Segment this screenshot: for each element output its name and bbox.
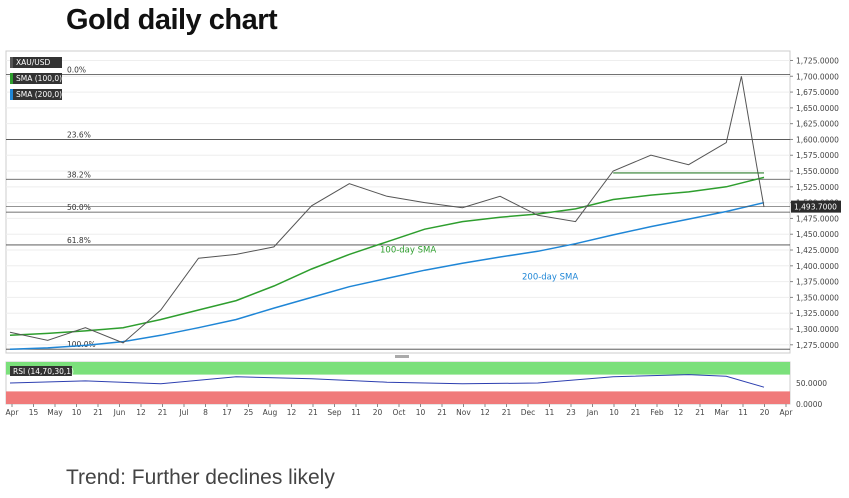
fib-label: 50.0%: [67, 203, 91, 212]
x-tick-label: 21: [308, 408, 318, 417]
annotations: 100-day SMA 200-day SMA: [380, 246, 578, 283]
y-tick-label: 1,725.0000: [796, 56, 839, 65]
y-tick-label: 1,450.0000: [796, 230, 839, 239]
x-tick-label: 21: [93, 408, 103, 417]
x-tick-label: 11: [738, 408, 748, 417]
y-tick-label: 1,550.0000: [796, 167, 839, 176]
legend-swatch: [10, 89, 13, 100]
x-tick-label: 21: [631, 408, 641, 417]
legend-badge: [10, 73, 62, 84]
x-tick-label: Jun: [113, 408, 126, 417]
x-tick-label: Jan: [586, 408, 599, 417]
x-tick-label: 8: [203, 408, 208, 417]
legend-swatch: [10, 57, 13, 68]
series: [9, 76, 765, 350]
x-tick-label: 11: [351, 408, 361, 417]
y-tick-label: 1,400.0000: [796, 262, 839, 271]
panel-splitter-handle[interactable]: [395, 355, 409, 358]
rsi-tick-label: 0.0000: [796, 400, 822, 409]
x-tick-label: 21: [695, 408, 705, 417]
y-tick-label: 1,675.0000: [796, 88, 839, 97]
x-tick-label: 20: [760, 408, 770, 417]
fib-label: 100.0%: [67, 340, 96, 349]
x-tick-label: Nov: [456, 408, 471, 417]
x-tick-label: 11: [545, 408, 555, 417]
y-tick-label: 1,425.0000: [796, 246, 839, 255]
x-tick-label: 12: [136, 408, 146, 417]
x-tick-label: 12: [287, 408, 297, 417]
x-tick-label: Apr: [6, 408, 20, 417]
y-tick-label: 1,325.0000: [796, 309, 839, 318]
y-tick-label: 1,600.0000: [796, 135, 839, 144]
fib-label: 0.0%: [67, 65, 86, 74]
x-tick-label: 20: [373, 408, 383, 417]
x-tick-label: 21: [437, 408, 447, 417]
legend-swatch: [10, 73, 13, 84]
trend-caption: Trend: Further declines likely: [66, 466, 335, 489]
x-tick-label: 10: [416, 408, 426, 417]
x-tick-label: Oct: [393, 408, 406, 417]
x-tick-label: Dec: [521, 408, 536, 417]
x-tick-label: Mar: [714, 408, 729, 417]
series-line: [9, 176, 765, 337]
x-tick-label: 10: [72, 408, 82, 417]
x-tick-label: 21: [502, 408, 512, 417]
x-tick-label: Sep: [327, 408, 341, 417]
rsi-line: [9, 374, 765, 388]
y-tick-label: 1,300.0000: [796, 325, 839, 334]
fib-label: 38.2%: [67, 170, 91, 179]
x-tick-label: 23: [566, 408, 576, 417]
series-line: [9, 201, 765, 350]
y-tick-label: 1,375.0000: [796, 278, 839, 287]
series-line: [9, 76, 765, 344]
legend-label: SMA (100,0): [16, 74, 62, 83]
fib-label: 23.6%: [67, 130, 91, 139]
x-tick-label: 15: [29, 408, 39, 417]
rsi-indicator: 50.0000 0.0000 RSI (14,70,30,1): [6, 362, 827, 409]
legend: XAU/USD SMA (100,0) SMA (200,0): [10, 57, 62, 100]
y-tick-label: 1,575.0000: [796, 151, 839, 160]
fib-label: 61.8%: [67, 236, 91, 245]
x-tick-label: 21: [158, 408, 168, 417]
y-tick-label: 1,625.0000: [796, 120, 839, 129]
x-tick-label: 12: [480, 408, 490, 417]
last-price-label: 1,493.7000: [794, 203, 837, 212]
legend-label: XAU/USD: [16, 58, 51, 67]
rsi-oversold-zone: [6, 391, 790, 404]
gold-daily-chart: 0.0% 23.6% 38.2% 50.0% 61.8% 100.0% 1,725.000…: [5, 50, 841, 417]
x-tick-label: Apr: [780, 408, 794, 417]
rsi-label: RSI (14,70,30,1): [13, 367, 74, 376]
rsi-tick-label: 50.0000: [796, 379, 827, 388]
y-axis: 1,725.0000 1,700.0000 1,675.0000 1,650.0000…: [6, 56, 841, 350]
y-tick-label: 1,350.0000: [796, 293, 839, 302]
x-tick-label: 10: [609, 408, 619, 417]
y-tick-label: 1,650.0000: [796, 104, 839, 113]
rsi-label-badge: [10, 366, 72, 376]
annotation-label: 200-day SMA: [522, 272, 578, 282]
page-title: Gold daily chart: [66, 4, 278, 36]
y-tick-label: 1,525.0000: [796, 183, 839, 192]
x-tick-label: Aug: [263, 408, 278, 417]
rsi-overbought-zone: [6, 362, 790, 375]
x-tick-label: 25: [244, 408, 254, 417]
x-axis: Apr 15 May 10 21 Jun 12 21 Jul 8 17 25 Aug 12 21 Sep 11 2…: [6, 404, 794, 417]
y-tick-label: 1,475.0000: [796, 214, 839, 223]
legend-badge: [10, 89, 62, 100]
price-panel: [5, 50, 791, 354]
x-tick-label: Feb: [650, 408, 664, 417]
x-tick-label: Jul: [178, 408, 188, 417]
legend-label: SMA (200,0): [16, 90, 62, 99]
legend-badge: [10, 57, 62, 68]
x-tick-label: 12: [674, 408, 684, 417]
x-tick-label: May: [47, 408, 63, 417]
y-tick-label: 1,700.0000: [796, 72, 839, 81]
y-tick-label: 1,275.0000: [796, 341, 839, 350]
last-price-badge: [791, 200, 841, 213]
fibonacci-levels: 0.0% 23.6% 38.2% 50.0% 61.8% 100.0%: [6, 65, 790, 350]
annotation-label: 100-day SMA: [380, 246, 436, 256]
x-tick-label: 17: [222, 408, 232, 417]
